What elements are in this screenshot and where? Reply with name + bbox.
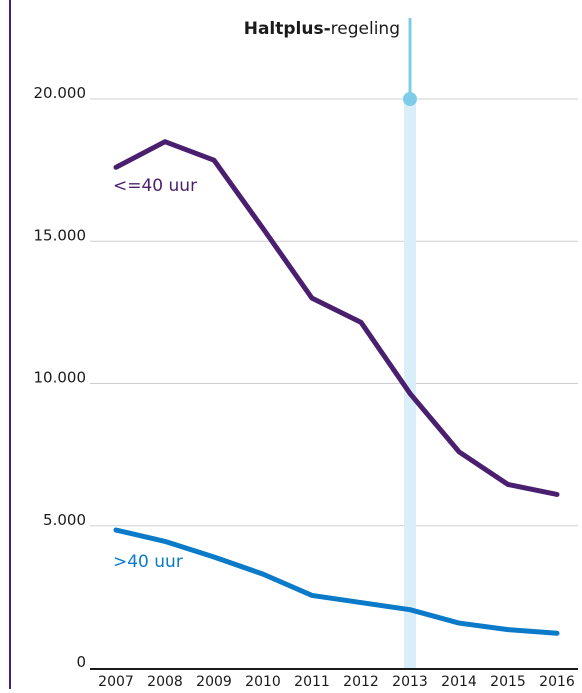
annotation-label: Haltplus-regeling [244, 19, 400, 39]
series-lines [113, 139, 560, 636]
annotation-label-bold: Haltplus- [244, 19, 331, 39]
y-tick-label: 0 [76, 653, 86, 671]
annotation-label-text: regeling [331, 19, 400, 39]
annotation-band-rect [404, 99, 416, 668]
series-label: <=40 uur [113, 176, 197, 196]
y-tick-label: 20.000 [34, 84, 87, 102]
y-axis-tick-labels: 0 5.000 10.000 15.000 20.000 [34, 84, 87, 671]
x-tick-label: 2014 [441, 674, 477, 689]
x-axis: 2007 2008 2009 2010 2011 2012 2013 2014 2015 2016 [90, 668, 578, 690]
series-label: >40 uur [113, 552, 183, 572]
x-tick-label: 2008 [147, 674, 183, 689]
x-tick-label: 2009 [196, 674, 232, 689]
x-tick-label: 2011 [294, 674, 330, 689]
series-labels: <=40 uur >40 uur [113, 176, 197, 572]
y-tick-label: 5.000 [43, 511, 86, 529]
x-tick-label: 2012 [343, 674, 379, 689]
grid [90, 98, 578, 527]
x-tick-label: 2010 [245, 674, 281, 689]
annotation-dot [403, 92, 417, 106]
y-tick-label: 10.000 [34, 369, 87, 387]
left-border [9, 0, 11, 689]
series-line [113, 527, 560, 636]
annotation: Haltplus-regeling [244, 18, 417, 106]
x-tick-label: 2015 [490, 674, 526, 689]
x-tick-label: 2016 [539, 674, 575, 689]
annotation-band [404, 99, 416, 668]
x-tick-label: 2013 [392, 674, 428, 689]
x-tick-label: 2007 [98, 674, 134, 689]
series-line [113, 139, 560, 497]
y-tick-label: 15.000 [34, 226, 87, 244]
